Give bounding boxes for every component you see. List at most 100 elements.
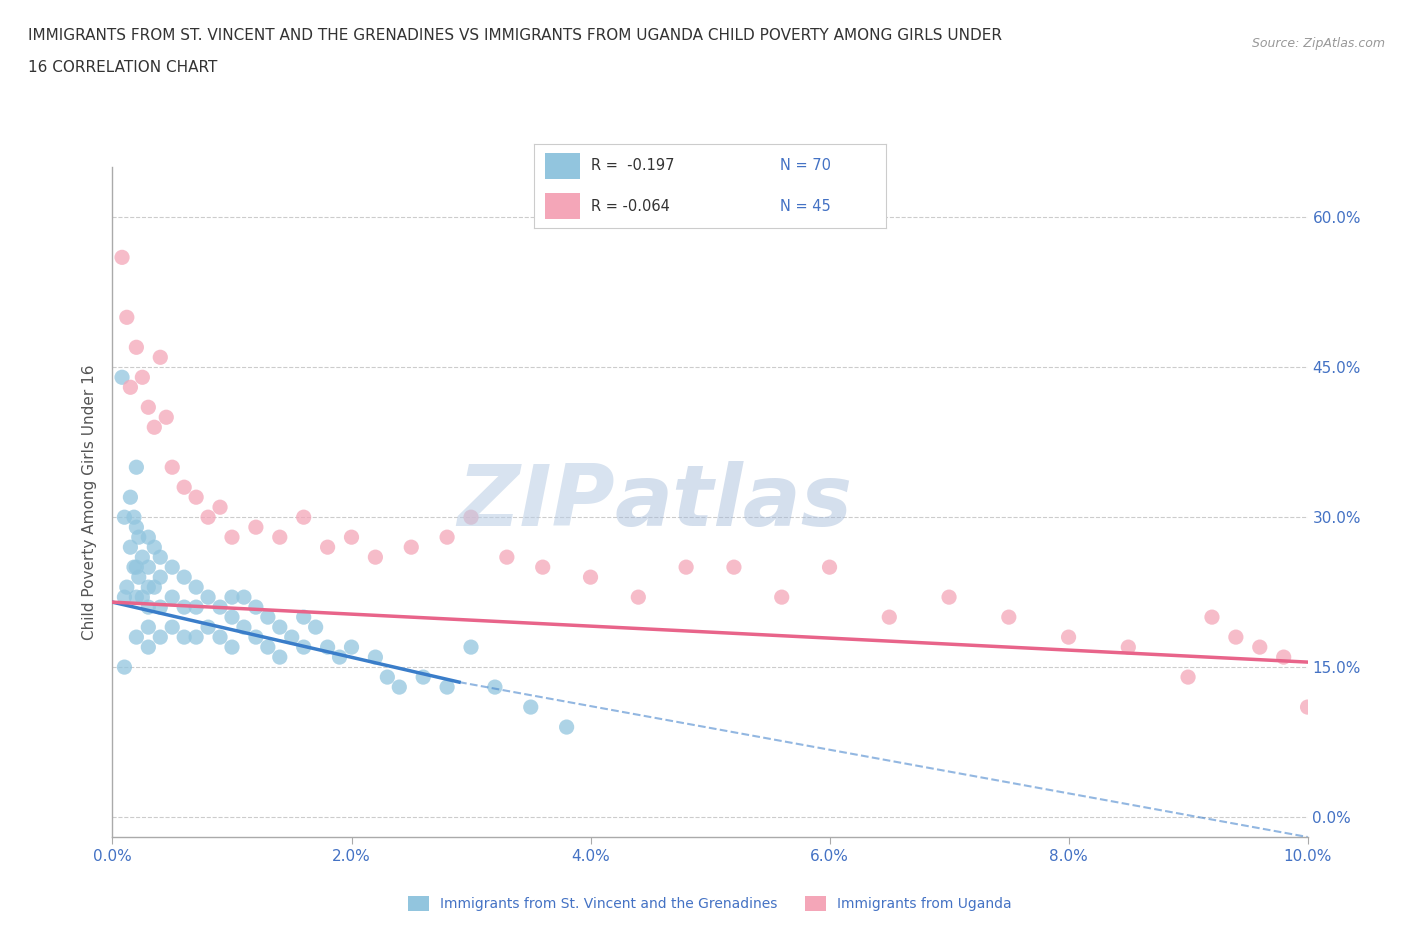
- Point: [770, 590, 793, 604]
- Point: [111, 370, 134, 385]
- Point: [128, 570, 150, 585]
- Point: [388, 680, 411, 695]
- Point: [111, 250, 134, 265]
- Point: [186, 490, 208, 505]
- Point: [877, 610, 901, 625]
- Point: [245, 520, 267, 535]
- Point: [292, 510, 315, 525]
- Point: [1355, 640, 1378, 655]
- Point: [143, 539, 166, 554]
- Text: N = 70: N = 70: [780, 158, 831, 173]
- Point: [1118, 640, 1140, 655]
- Point: [412, 670, 434, 684]
- Point: [232, 590, 256, 604]
- Point: [257, 610, 280, 625]
- Point: [114, 590, 135, 604]
- Point: [125, 459, 148, 474]
- Point: [208, 600, 231, 615]
- Point: [173, 480, 195, 495]
- Point: [162, 590, 183, 604]
- Point: [460, 640, 482, 655]
- Point: [143, 419, 166, 434]
- Point: [115, 310, 138, 325]
- Point: [1249, 640, 1271, 655]
- Text: R = -0.064: R = -0.064: [591, 199, 669, 214]
- Point: [128, 530, 150, 545]
- Point: [1177, 670, 1199, 684]
- Point: [197, 590, 219, 604]
- Point: [364, 550, 387, 565]
- Point: [269, 650, 291, 665]
- Point: [197, 510, 219, 525]
- Point: [186, 630, 208, 644]
- Point: [484, 680, 506, 695]
- Text: atlas: atlas: [614, 460, 852, 544]
- Point: [125, 630, 148, 644]
- Point: [138, 579, 160, 594]
- Point: [1272, 650, 1295, 665]
- Bar: [544, 193, 579, 219]
- Point: [122, 560, 145, 575]
- Point: [221, 610, 243, 625]
- Point: [292, 610, 315, 625]
- Point: [120, 539, 142, 554]
- Point: [1225, 630, 1247, 644]
- Point: [377, 670, 399, 684]
- Point: [149, 570, 172, 585]
- Point: [496, 550, 519, 565]
- Point: [173, 630, 195, 644]
- Point: [531, 560, 554, 575]
- Point: [149, 600, 172, 615]
- Point: [138, 619, 160, 634]
- Point: [1320, 630, 1343, 644]
- Point: [208, 499, 231, 514]
- Point: [938, 590, 960, 604]
- Text: ZIP: ZIP: [457, 460, 614, 544]
- Point: [173, 570, 195, 585]
- Point: [138, 530, 160, 545]
- Bar: [544, 153, 579, 179]
- Point: [208, 630, 231, 644]
- Legend: Immigrants from St. Vincent and the Grenadines, Immigrants from Uganda: Immigrants from St. Vincent and the Gren…: [402, 891, 1018, 917]
- Point: [304, 619, 326, 634]
- Point: [186, 600, 208, 615]
- Point: [114, 510, 135, 525]
- Point: [221, 640, 243, 655]
- Point: [1057, 630, 1080, 644]
- Point: [149, 350, 172, 365]
- Point: [173, 600, 195, 615]
- Point: [269, 619, 291, 634]
- Text: Source: ZipAtlas.com: Source: ZipAtlas.com: [1251, 37, 1385, 50]
- Point: [364, 650, 387, 665]
- Point: [340, 640, 363, 655]
- Point: [998, 610, 1021, 625]
- Point: [162, 459, 183, 474]
- Point: [149, 630, 172, 644]
- Point: [155, 410, 177, 425]
- Point: [162, 560, 183, 575]
- Point: [257, 640, 280, 655]
- Point: [460, 510, 482, 525]
- Point: [186, 579, 208, 594]
- Point: [675, 560, 697, 575]
- Point: [131, 550, 153, 565]
- Point: [555, 720, 578, 735]
- Text: R =  -0.197: R = -0.197: [591, 158, 673, 173]
- Point: [269, 530, 291, 545]
- Point: [138, 600, 160, 615]
- Point: [125, 520, 148, 535]
- Point: [120, 379, 142, 394]
- Point: [245, 630, 267, 644]
- Point: [436, 680, 458, 695]
- Point: [627, 590, 650, 604]
- Point: [340, 530, 363, 545]
- Point: [149, 550, 172, 565]
- Point: [316, 640, 339, 655]
- Point: [115, 579, 138, 594]
- Point: [232, 619, 256, 634]
- Point: [125, 560, 148, 575]
- Point: [520, 699, 543, 714]
- Point: [292, 640, 315, 655]
- Point: [723, 560, 745, 575]
- Point: [138, 400, 160, 415]
